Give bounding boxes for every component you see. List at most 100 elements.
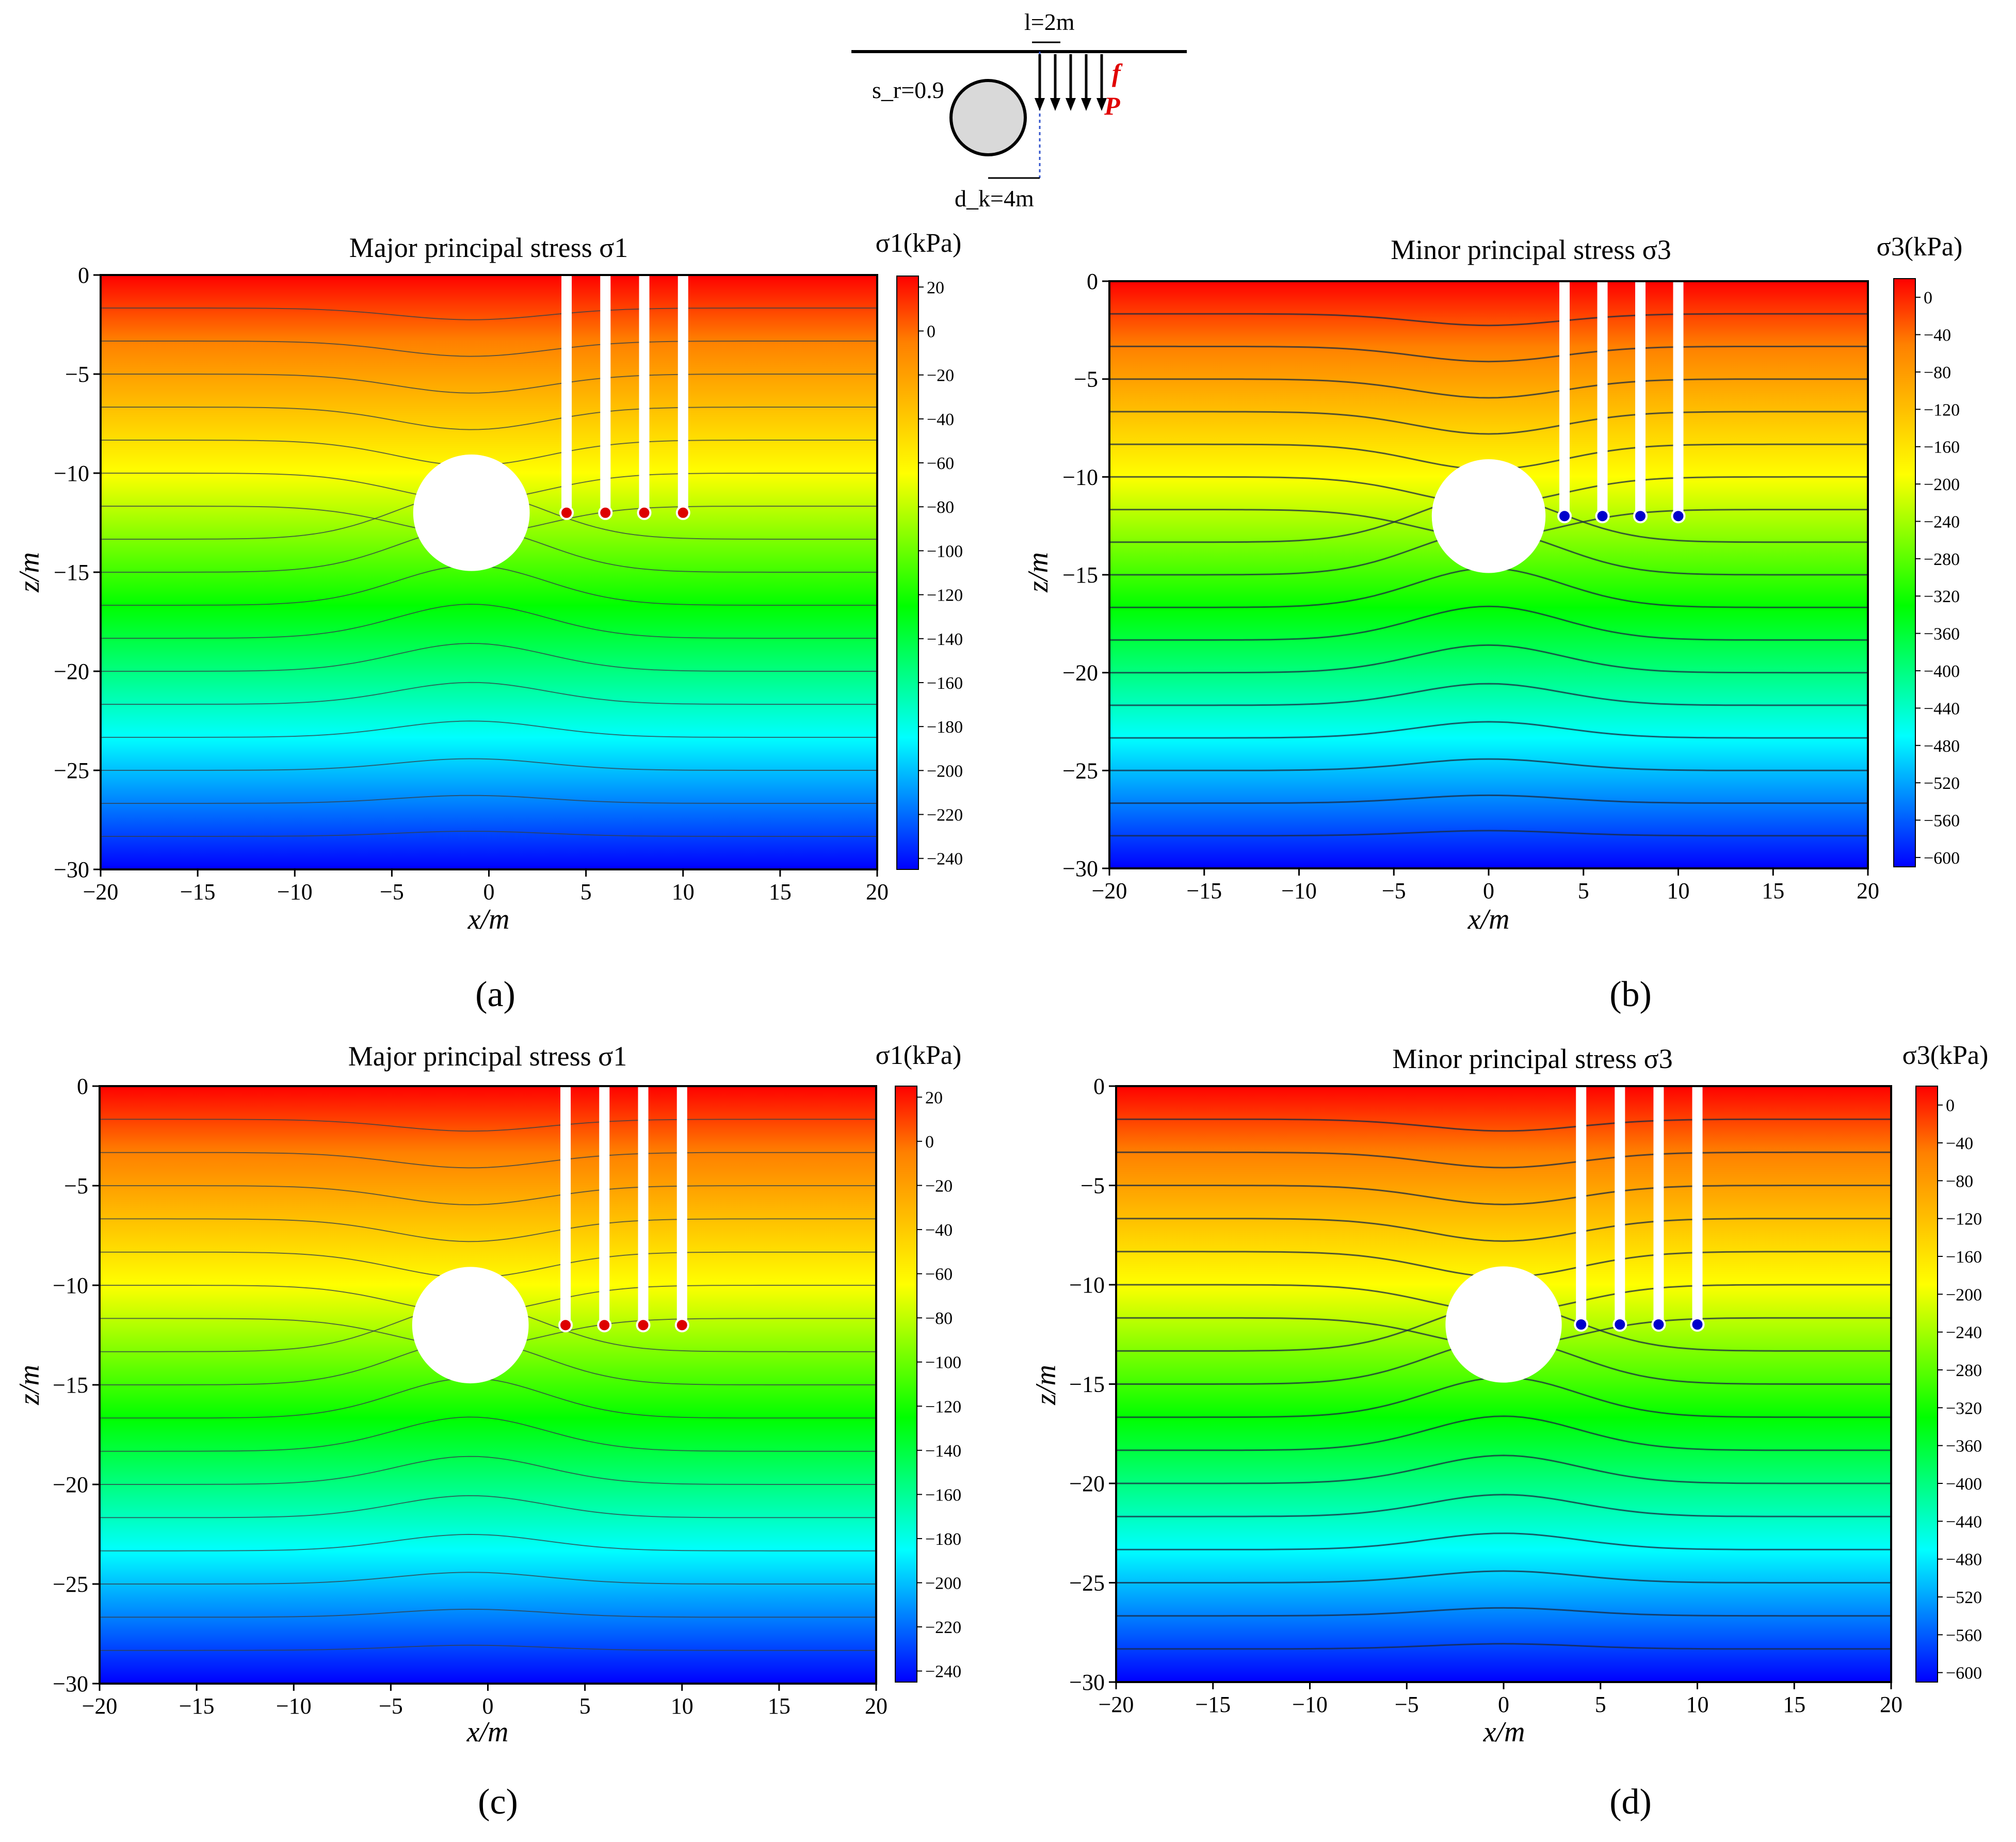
contour-line <box>1109 683 1868 706</box>
panel-b-caption: (b) <box>1609 975 1652 1014</box>
tunnel-opening <box>1445 1266 1562 1383</box>
panel-d-yticks: 0 −5 −10 −15 −20 −25 −30 <box>1069 1074 1116 1695</box>
P-label: P <box>1104 91 1120 120</box>
y-tick-label: −10 <box>53 1273 88 1298</box>
colorbar-tick-label: −220 <box>925 1618 961 1637</box>
x-tick-label: 0 <box>1483 878 1494 903</box>
contour-line <box>1116 1185 1891 1205</box>
colorbar-tick-label: −120 <box>1946 1210 1982 1229</box>
colorbar-tick-label: −40 <box>925 1221 953 1240</box>
contour-line <box>101 682 877 705</box>
colorbar-tick-label: −160 <box>925 1485 961 1505</box>
colorbar-tick-label: −160 <box>1924 438 1960 457</box>
anchor-head <box>1612 1317 1627 1332</box>
tunnel-opening <box>1431 459 1546 573</box>
panel-d: −20 −15 −10 −5 0 5 10 15 20 0 −5 −10 −15 −20 −25 −30 M… <box>1030 1041 1988 1822</box>
x-tick-label: 0 <box>483 879 495 904</box>
panel-a-colorbar <box>896 276 919 870</box>
colorbar-tick-label: −180 <box>927 718 963 737</box>
contour-line <box>1116 1532 1891 1550</box>
contour-line <box>100 1152 876 1169</box>
contour-line <box>1116 1151 1891 1169</box>
f-label: f <box>1112 58 1123 87</box>
x-tick-label: −10 <box>276 1693 312 1719</box>
anchor-head <box>558 1318 573 1333</box>
contour-line <box>100 1218 876 1242</box>
panel-c: −20 −15 −10 −5 0 5 10 15 20 0 −5 −10 −15 −20 −25 −30 M… <box>13 1041 961 1822</box>
panel-a-ylabel: z/m <box>13 552 45 593</box>
panel-c-colorbar-ticks: 20 0 −20 −40 −60 −80 −100 −120 −140 −160 −180 −200 −… <box>917 1088 961 1682</box>
colorbar-tick-label: −360 <box>1946 1437 1982 1456</box>
y-tick-label: −25 <box>1062 758 1098 783</box>
panel-d-ylabel: z/m <box>1030 1365 1062 1405</box>
colorbar-tick-label: −200 <box>925 1574 961 1593</box>
panel-c-colorbar-label: σ1(kPa) <box>876 1041 962 1070</box>
panel-c-ylabel: z/m <box>13 1365 45 1405</box>
contour-line <box>1116 1570 1891 1584</box>
y-tick-label: −15 <box>1069 1372 1105 1397</box>
panel-c-xlabel: x/m <box>466 1716 509 1748</box>
anchor-bar <box>1559 281 1570 517</box>
colorbar-tick-label: −600 <box>1924 849 1960 868</box>
anchor-bar <box>560 1086 571 1326</box>
contour-line <box>1109 794 1868 804</box>
panel-c-title: Major principal stress σ1 <box>348 1041 627 1072</box>
contour-line <box>100 1533 876 1552</box>
colorbar-tick-label: −40 <box>1924 326 1951 345</box>
colorbar-tick-label: −80 <box>1946 1172 1973 1191</box>
contour-line <box>101 341 877 357</box>
colorbar-tick-label: −520 <box>1924 774 1960 793</box>
colorbar-tick-label: −140 <box>927 630 963 649</box>
panel-a-colorbar-ticks: 20 0 −20 −40 −60 −80 −100 −120 −140 −160 −180 −200 −… <box>918 278 963 869</box>
colorbar-tick-label: −240 <box>1924 512 1960 531</box>
load-arrows <box>1035 54 1107 111</box>
load-arrowhead <box>1096 98 1107 111</box>
colorbar-tick-label: −560 <box>1946 1626 1982 1645</box>
dk-label: d_k=4m <box>955 185 1034 212</box>
colorbar-tick-label: −20 <box>925 1177 953 1196</box>
anchor-bar <box>1653 1086 1664 1325</box>
x-tick-label: 20 <box>1857 878 1879 903</box>
y-tick-label: −20 <box>53 1472 88 1497</box>
panel-c-features <box>412 1086 689 1384</box>
y-tick-label: −15 <box>54 560 89 585</box>
colorbar-tick-label: −280 <box>1946 1361 1982 1380</box>
colorbar-tick-label: −80 <box>925 1309 953 1328</box>
x-tick-label: −5 <box>380 879 404 904</box>
colorbar-tick-label: −440 <box>1946 1512 1982 1531</box>
colorbar-tick-label: −440 <box>1924 699 1960 718</box>
panel-b-xlabel: x/m <box>1467 903 1510 935</box>
panel-b-title: Minor principal stress σ3 <box>1391 234 1671 265</box>
x-tick-label: −15 <box>1195 1692 1231 1717</box>
contour-line <box>100 1495 876 1518</box>
colorbar-tick-label: −560 <box>1924 812 1960 831</box>
tunnel-circle <box>949 79 1027 156</box>
y-tick-label: −20 <box>54 659 89 684</box>
colorbar-tick-label: −60 <box>925 1265 953 1284</box>
contour-line <box>101 642 877 672</box>
x-tick-label: 15 <box>768 1693 791 1719</box>
y-tick-label: −10 <box>54 461 89 486</box>
x-tick-label: −10 <box>1292 1692 1328 1717</box>
anchor-bar <box>1597 281 1608 517</box>
panel-a-xlabel: x/m <box>467 903 510 935</box>
colorbar-tick-label: −320 <box>1946 1399 1982 1418</box>
schematic: l=2m s_r=0.9 f P d_k=4m <box>851 9 1187 212</box>
colorbar-tick-label: −100 <box>927 542 963 561</box>
colorbar-tick-label: −120 <box>927 586 963 605</box>
colorbar-tick-label: −400 <box>1946 1475 1982 1494</box>
anchor-head <box>1595 509 1610 524</box>
colorbar-tick-label: 0 <box>925 1133 934 1152</box>
y-tick-label: −25 <box>53 1572 88 1597</box>
x-tick-label: 0 <box>482 1693 494 1719</box>
colorbar-tick-label: −220 <box>927 806 963 825</box>
tunnel-opening <box>413 454 530 571</box>
colorbar-tick-label: −120 <box>1924 400 1960 419</box>
colorbar-tick-label: −240 <box>1946 1323 1982 1343</box>
contour-line <box>1109 411 1868 435</box>
anchor-head <box>1574 1317 1589 1332</box>
contour-line <box>1109 644 1868 674</box>
contour-line <box>100 1456 876 1485</box>
contour-line <box>1116 1494 1891 1517</box>
